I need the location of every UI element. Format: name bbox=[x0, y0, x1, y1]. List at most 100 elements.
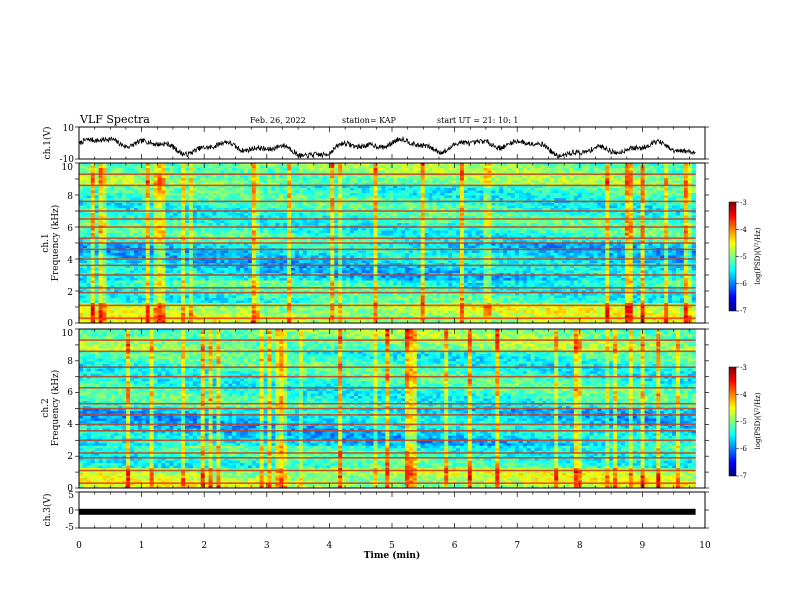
ch1-spectrogram-cell bbox=[538, 205, 543, 209]
ch1-spectrogram-cell bbox=[546, 198, 551, 201]
ch1-spectrogram-cell bbox=[126, 168, 131, 171]
ch1-spectrogram-cell bbox=[153, 170, 158, 174]
ch1-waveform-ticks bbox=[75, 126, 709, 160]
ch1-spectrogram-cell bbox=[597, 238, 602, 241]
ch1-spectrogram-cell bbox=[157, 238, 162, 241]
ch1-spectrogram-cell bbox=[467, 210, 473, 214]
ch1-spectrogram-cell bbox=[283, 175, 288, 179]
ch1-spectrogram-cell bbox=[373, 210, 378, 214]
ch1-spectrogram-cell bbox=[487, 175, 492, 179]
ch1-spectrogram-cell bbox=[507, 163, 512, 166]
ch1-spectrogram-cell bbox=[593, 185, 598, 189]
ch1-spectrogram-cell bbox=[526, 210, 532, 214]
ch1-spectrogram-cell bbox=[577, 193, 583, 196]
ch1-spectrogram-cell bbox=[420, 220, 425, 224]
ch1-spectrogram-cell bbox=[613, 220, 618, 224]
ch1-spectrogram-cell bbox=[554, 168, 559, 171]
ch1-spectrogram-cell bbox=[503, 180, 508, 184]
ch1-spectrogram-cell bbox=[624, 213, 630, 216]
ch1-spectrogram-cell bbox=[581, 223, 586, 226]
ch1-spectrogram-cell bbox=[401, 165, 406, 169]
ch1-spectrogram-cell bbox=[322, 238, 327, 241]
ch1-spectrogram-cell bbox=[173, 223, 178, 226]
ch1-spectrogram-cell bbox=[459, 228, 465, 231]
ch1-spectrogram-cell bbox=[130, 165, 135, 169]
ch1-spectrogram-cell bbox=[664, 208, 669, 211]
ch1-spectrogram-cell bbox=[98, 163, 103, 166]
ch1-spectrogram-cell bbox=[275, 223, 280, 226]
ch1-spectrogram-cell bbox=[554, 198, 559, 201]
ch1-spectrogram-cell bbox=[393, 228, 398, 231]
ch1-spectrogram-cell bbox=[137, 170, 143, 174]
ch1-spectrogram-cell bbox=[243, 185, 249, 189]
ch1-spectrogram-cell bbox=[389, 223, 394, 226]
ch1-spectrogram-cell bbox=[102, 195, 107, 199]
ch1-spectrogram-cell bbox=[349, 208, 355, 211]
ch1-spectrogram-cell bbox=[456, 170, 461, 174]
ch1-spectrogram-cell bbox=[208, 185, 213, 189]
ch1-spectrogram-cell bbox=[149, 195, 154, 199]
ch1-spectrogram-cell bbox=[605, 208, 610, 211]
ch1-spectrogram-cell bbox=[514, 205, 520, 209]
ch1-spectrogram-cell bbox=[267, 210, 272, 214]
ch1-spectrogram-cell bbox=[240, 168, 245, 171]
ch1-spectrogram-cell bbox=[181, 170, 186, 174]
ch1-spectrogram-cell bbox=[291, 203, 296, 206]
ch1-spectrogram-cell bbox=[569, 235, 575, 239]
ch1-spectrogram-cell bbox=[648, 230, 653, 234]
ch1-spectrogram-cell bbox=[593, 213, 598, 216]
ch1-spectrogram-cell bbox=[589, 175, 594, 179]
ch1-spectrogram-cell bbox=[110, 205, 115, 209]
ch1-spectrogram-cell bbox=[401, 205, 406, 209]
ch1-spectrogram-cell bbox=[291, 230, 296, 234]
ch1-spectrogram-cell bbox=[636, 170, 641, 174]
ch1-spectrogram-cell bbox=[683, 203, 689, 206]
ch1-spectrogram-cell bbox=[318, 180, 323, 184]
ch1-spectrogram-cell bbox=[401, 178, 406, 181]
ch1-spectrogram-cell bbox=[306, 215, 312, 219]
ch1-spectrogram-cell bbox=[369, 210, 374, 214]
ch1-spectrogram-cell bbox=[102, 235, 107, 239]
ch1-spectrogram-cell bbox=[287, 205, 292, 209]
ch1-spectrogram-cell bbox=[322, 235, 327, 239]
ch1-spectrogram-cell bbox=[672, 238, 677, 241]
ch1-spectrogram-cell bbox=[546, 208, 551, 211]
ch1-spectrogram-cell bbox=[593, 210, 598, 214]
ch1-spectrogram-cell bbox=[373, 180, 378, 184]
ch1-spectrogram-cell bbox=[110, 233, 115, 236]
ch1-spectrogram-cell bbox=[349, 195, 355, 199]
ch1-spectrogram-cell bbox=[298, 170, 304, 174]
ch1-spectrogram-cell bbox=[82, 165, 88, 169]
ch1-spectrogram-cell bbox=[338, 185, 343, 189]
ch1-spectrogram-cell bbox=[652, 188, 657, 191]
ch1-spectrogram-cell bbox=[228, 213, 233, 216]
ch1-spectrogram-cell bbox=[302, 210, 308, 214]
ch1-spectrogram-cell bbox=[620, 233, 626, 236]
ch1-spectrogram-cell bbox=[326, 185, 331, 189]
ch1-spectrogram-cell bbox=[632, 238, 638, 241]
ch1-spectrogram-cell bbox=[463, 223, 469, 226]
ch1-spectrogram-cell bbox=[452, 228, 457, 231]
ch1-spectrogram-cell bbox=[161, 235, 166, 239]
ch1-spectrogram-cell bbox=[377, 233, 382, 236]
ch1-spectrogram-cell bbox=[228, 230, 233, 234]
ch1-spectrogram-cell bbox=[236, 163, 241, 166]
ch1-spectrogram-cell bbox=[192, 230, 198, 234]
ch1-spectrogram-cell bbox=[463, 205, 469, 209]
ch1-spectrogram-cell bbox=[550, 208, 555, 211]
ch1-spectrogram-cell bbox=[212, 233, 217, 236]
ch1-spectrogram-cell bbox=[361, 233, 367, 236]
ch1-spectrogram-cell bbox=[173, 195, 178, 199]
ch1-spectrogram-cell bbox=[463, 185, 469, 189]
ch1-spectrogram-cell bbox=[141, 203, 147, 206]
ch1-spectrogram-cell bbox=[632, 175, 638, 179]
ch1-spectrogram-cell bbox=[302, 168, 308, 171]
ch1-spectrogram-cell bbox=[514, 183, 520, 186]
ch1-ylabel: ch.1(V) bbox=[42, 127, 53, 160]
ch1-spectrogram-cell bbox=[381, 205, 386, 209]
ch1-spectrogram-cell bbox=[377, 198, 382, 201]
ch1-spectrogram-cell bbox=[208, 215, 213, 219]
ch1-spectrogram-cell bbox=[668, 180, 673, 184]
ch1-spectrogram-cell bbox=[550, 223, 555, 226]
ch1-spectrogram-cell bbox=[173, 233, 178, 236]
